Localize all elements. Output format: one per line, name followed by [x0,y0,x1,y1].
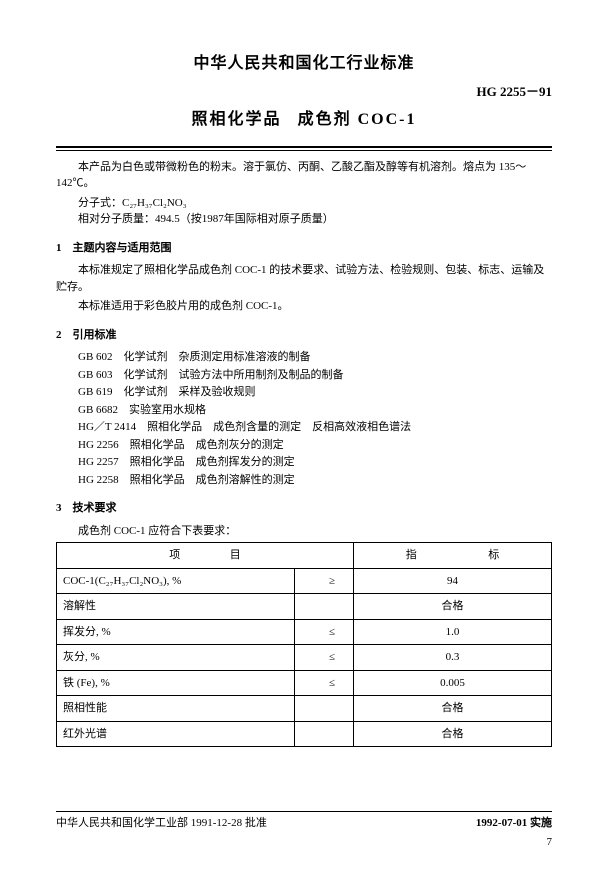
table-row: 照相性能 合格 [57,696,552,722]
requirements-table: 项 目 指 标 COC-1(C₂₇H₃₇Cl₂NO₃), %≥94 溶解性合格 … [56,542,552,747]
sec3-title: 3 技术要求 [56,500,552,517]
footer-rule [56,811,552,812]
footer: 中华人民共和国化学工业部 1991-12-28 批准 1992-07-01 实施… [56,811,552,850]
ref-item: GB 603 化学试剂 试验方法中所用制剂及制品的制备 [78,367,552,384]
sec1-p1: 本标准规定了照相化学品成色剂 COC-1 的技术要求、试验方法、检验规则、包装、… [56,262,552,295]
th-val-a: 指 [406,549,417,561]
cell-val: 合格 [353,721,551,747]
ref-item: GB 6682 实验室用水规格 [78,402,552,419]
th-val-b: 标 [488,549,499,561]
table-row: 红外光谱 合格 [57,721,552,747]
ref-item: HG 2256 照相化学品 成色剂灰分的测定 [78,437,552,454]
sec3-lead: 成色剂 COC-1 应符合下表要求： [78,523,552,540]
doc-title-a: 照相化学品 [192,111,282,128]
th-val: 指 标 [353,543,551,569]
rule-top-thick [56,146,552,148]
table-row: 铁 (Fe), %≤0.005 [57,670,552,696]
footer-effective: 1992-07-01 实施 [476,815,552,832]
doc-title-b: 成色剂 COC-1 [298,111,417,128]
cell-op: ≤ [294,645,353,671]
cell-op [294,594,353,620]
cell-item: 挥发分, % [57,619,295,645]
doc-title: 照相化学品成色剂 COC-1 [56,108,552,132]
table-row: 灰分, %≤0.3 [57,645,552,671]
standard-code: HG 2255－91 [56,82,552,102]
org-title: 中华人民共和国化工行业标准 [56,52,552,76]
table-row: COC-1(C₂₇H₃₇Cl₂NO₃), %≥94 [57,568,552,594]
formula-label: 分子式： [78,197,122,209]
cell-val: 合格 [353,594,551,620]
table-row: 溶解性 合格 [57,594,552,620]
cell-val: 0.005 [353,670,551,696]
table-row: 挥发分, %≤1.0 [57,619,552,645]
th-item-b: 目 [230,549,241,561]
cell-item: 灰分, % [57,645,295,671]
cell-val: 1.0 [353,619,551,645]
ref-list: GB 602 化学试剂 杂质测定用标准溶液的制备 GB 603 化学试剂 试验方… [78,349,552,488]
ref-item: HG 2257 照相化学品 成色剂挥发分的测定 [78,454,552,471]
sec2-title: 2 引用标准 [56,327,552,344]
formula-line: 分子式：C₂₇H₃₇Cl₂NO₃ [78,195,552,212]
formula: C₂₇H₃₇Cl₂NO₃ [122,197,187,209]
cell-item: COC-1(C₂₇H₃₇Cl₂NO₃), % [57,568,295,594]
ref-item: GB 602 化学试剂 杂质测定用标准溶液的制备 [78,349,552,366]
ref-item: HG 2258 照相化学品 成色剂溶解性的测定 [78,472,552,489]
rule-top-thin [56,150,552,151]
th-item-a: 项 [169,549,180,561]
cell-item: 铁 (Fe), % [57,670,295,696]
cell-val: 94 [353,568,551,594]
table-header: 项 目 指 标 [57,543,552,569]
cell-op [294,696,353,722]
cell-op: ≥ [294,568,353,594]
mass-value: 494.5（按1987年国际相对原子质量） [155,213,334,225]
cell-op: ≤ [294,670,353,696]
sec1-p2: 本标准适用于彩色胶片用的成色剂 COC-1。 [56,298,552,315]
cell-item: 红外光谱 [57,721,295,747]
cell-op [294,721,353,747]
cell-op: ≤ [294,619,353,645]
cell-item: 照相性能 [57,696,295,722]
cell-val: 0.3 [353,645,551,671]
intro-p1: 本产品为白色或带微粉色的粉末。溶于氯仿、丙酮、乙酸乙酯及醇等有机溶剂。熔点为 1… [56,159,552,192]
th-item: 项 目 [57,543,354,569]
ref-item: GB 619 化学试剂 采样及验收规则 [78,384,552,401]
page-number: 7 [56,834,552,851]
mass-line: 相对分子质量：494.5（按1987年国际相对原子质量） [78,211,552,228]
footer-approve: 中华人民共和国化学工业部 1991-12-28 批准 [56,815,267,832]
mass-label: 相对分子质量： [78,213,155,225]
ref-item: HG／T 2414 照相化学品 成色剂含量的测定 反相高效液相色谱法 [78,419,552,436]
sec1-title: 1 主题内容与适用范围 [56,240,552,257]
cell-item: 溶解性 [57,594,295,620]
cell-val: 合格 [353,696,551,722]
